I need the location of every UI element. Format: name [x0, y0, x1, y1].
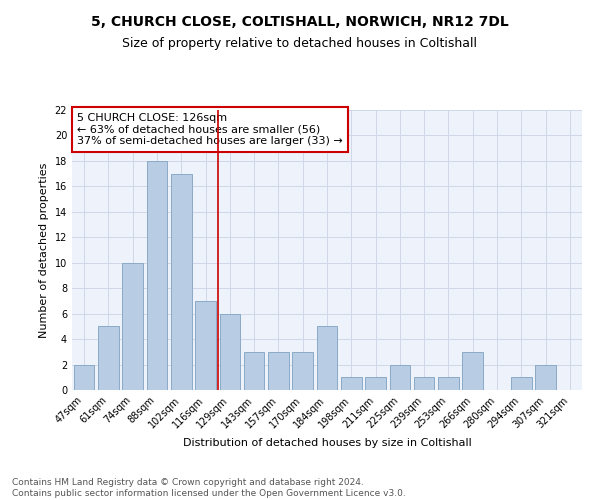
Bar — [171, 174, 191, 390]
Text: 5 CHURCH CLOSE: 126sqm
← 63% of detached houses are smaller (56)
37% of semi-det: 5 CHURCH CLOSE: 126sqm ← 63% of detached… — [77, 113, 343, 146]
Bar — [220, 314, 240, 390]
Bar — [341, 378, 362, 390]
Bar — [195, 301, 216, 390]
Bar — [365, 378, 386, 390]
Y-axis label: Number of detached properties: Number of detached properties — [39, 162, 49, 338]
Text: 5, CHURCH CLOSE, COLTISHALL, NORWICH, NR12 7DL: 5, CHURCH CLOSE, COLTISHALL, NORWICH, NR… — [91, 15, 509, 29]
Bar — [244, 352, 265, 390]
Bar — [98, 326, 119, 390]
Bar — [414, 378, 434, 390]
Bar — [535, 364, 556, 390]
Bar — [146, 161, 167, 390]
X-axis label: Distribution of detached houses by size in Coltishall: Distribution of detached houses by size … — [182, 438, 472, 448]
Bar — [463, 352, 483, 390]
Text: Contains HM Land Registry data © Crown copyright and database right 2024.
Contai: Contains HM Land Registry data © Crown c… — [12, 478, 406, 498]
Bar — [317, 326, 337, 390]
Bar — [511, 378, 532, 390]
Bar — [389, 364, 410, 390]
Bar — [122, 262, 143, 390]
Bar — [292, 352, 313, 390]
Text: Size of property relative to detached houses in Coltishall: Size of property relative to detached ho… — [122, 38, 478, 51]
Bar — [268, 352, 289, 390]
Bar — [74, 364, 94, 390]
Bar — [438, 378, 459, 390]
